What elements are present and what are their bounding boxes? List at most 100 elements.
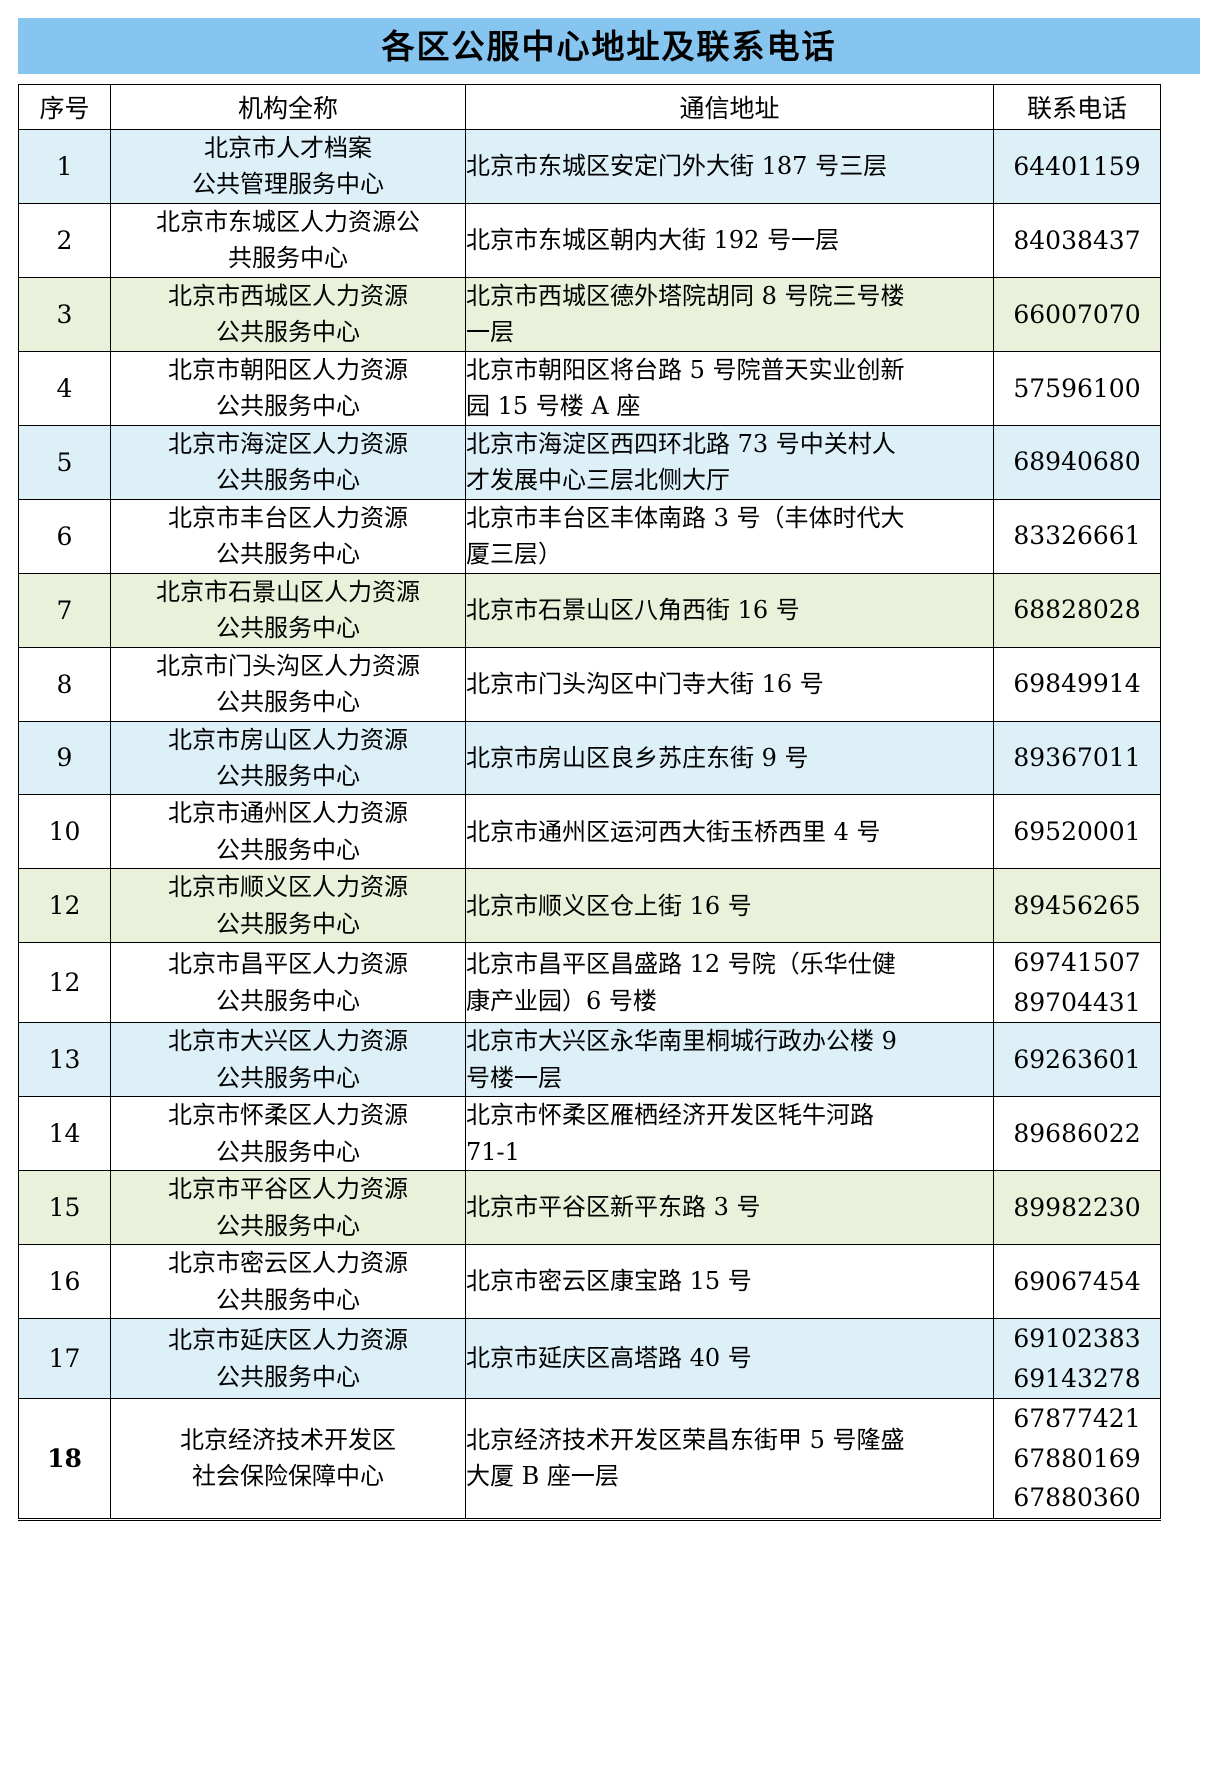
tel-line: 69741507 [1013,948,1141,978]
name-line: 公共服务中心 [216,909,360,938]
tel-line: 67877421 [1013,1404,1141,1434]
cell-sequence-number: 12 [18,868,111,944]
addr-line: 北京市朝阳区将台路 5 号院普天实业创新 [466,355,905,384]
addr-line: 号楼一层 [466,1063,562,1092]
table-header-row: 序号 机构全称 通信地址 联系电话 [18,84,1161,130]
tel-line: 69143278 [1013,1363,1141,1393]
addr-line: 北京市密云区康宝路 15 号 [466,1267,752,1296]
tel-line: 64401159 [1013,151,1141,181]
cell-mailing-address: 北京市大兴区永华南里桐城行政办公楼 9 号楼一层 [465,1022,994,1098]
cell-mailing-address: 北京市门头沟区中门寺大街 16 号 [465,646,994,722]
table-row: 13 北京市大兴区人力资源 公共服务中心 北京市大兴区永华南里桐城行政办公楼 9 号楼一… [18,1022,1161,1098]
cell-contact-phone: 57596100 [993,350,1161,426]
cell-sequence-number: 14 [18,1096,111,1172]
name-line: 公共管理服务中心 [192,170,384,199]
tel-line: 69102383 [1013,1324,1141,1354]
addr-line: 北京经济技术开发区荣昌东街甲 5 号隆盛 [466,1425,905,1454]
table-row: 15 北京市平谷区人力资源 公共服务中心 北京市平谷区新平东路 3 号 89982230 [18,1170,1161,1246]
column-header-name: 机构全称 [110,84,466,130]
cell-sequence-number: 15 [18,1170,111,1246]
cell-institution-name: 北京市怀柔区人力资源 公共服务中心 [110,1096,466,1172]
cell-contact-phone: 84038437 [993,202,1161,278]
name-line: 北京经济技术开发区 [180,1425,396,1454]
table-row: 3 北京市西城区人力资源 公共服务中心 北京市西城区德外塔院胡同 8 号院三号楼 一层 6… [18,276,1161,352]
table-row: 9 北京市房山区人力资源 公共服务中心 北京市房山区良乡苏庄东街 9 号 8936701… [18,720,1161,796]
tel-line: 68828028 [1013,595,1141,625]
cell-institution-name: 北京市西城区人力资源 公共服务中心 [110,276,466,352]
cell-institution-name: 北京市丰台区人力资源 公共服务中心 [110,498,466,574]
cell-mailing-address: 北京市西城区德外塔院胡同 8 号院三号楼 一层 [465,276,994,352]
name-line: 公共服务中心 [216,1063,360,1092]
cell-contact-phone: 89982230 [993,1170,1161,1246]
cell-institution-name: 北京市顺义区人力资源 公共服务中心 [110,868,466,944]
addr-line: 北京市门头沟区中门寺大街 16 号 [466,669,824,698]
tel-line: 89367011 [1013,743,1141,773]
name-line: 公共服务中心 [216,614,360,643]
cell-contact-phone: 69520001 [993,794,1161,870]
cell-sequence-number: 18 [18,1398,111,1521]
cell-institution-name: 北京市石景山区人力资源 公共服务中心 [110,572,466,648]
column-header-phone: 联系电话 [993,84,1161,130]
addr-line: 康产业园）6 号楼 [466,986,657,1015]
addr-line: 北京市西城区德外塔院胡同 8 号院三号楼 [466,281,905,310]
cell-contact-phone: 83326661 [993,498,1161,574]
cell-sequence-number: 12 [18,942,111,1024]
contacts-table-container: 序号 机构全称 通信地址 联系电话 1 北京市人才档案 公共管理服务中心 北京市东城区… [18,84,1161,1521]
cell-mailing-address: 北京市平谷区新平东路 3 号 [465,1170,994,1246]
cell-contact-phone: 69263601 [993,1022,1161,1098]
name-line: 公共服务中心 [216,1285,360,1314]
table-row: 2 北京市东城区人力资源公 共服务中心 北京市东城区朝内大街 192 号一层 84038… [18,202,1161,278]
tel-line: 89686022 [1013,1118,1141,1148]
contacts-table: 序号 机构全称 通信地址 联系电话 1 北京市人才档案 公共管理服务中心 北京市东城区… [18,84,1161,1521]
tel-line: 69067454 [1013,1266,1141,1296]
cell-institution-name: 北京市人才档案 公共管理服务中心 [110,129,466,204]
table-row: 10 北京市通州区人力资源 公共服务中心 北京市通州区运河西大街玉桥西里 4 号 695… [18,794,1161,870]
addr-line: 大厦 B 座一层 [466,1462,619,1491]
addr-line: 北京市大兴区永华南里桐城行政办公楼 9 [466,1027,897,1056]
addr-line: 北京市丰台区丰体南路 3 号（丰体时代大 [466,503,905,532]
name-line: 北京市东城区人力资源公 [156,207,420,236]
addr-line: 北京市平谷区新平东路 3 号 [466,1193,761,1222]
tel-line: 89982230 [1013,1192,1141,1222]
name-line: 北京市丰台区人力资源 [168,503,408,532]
cell-institution-name: 北京市延庆区人力资源 公共服务中心 [110,1318,466,1400]
name-line: 公共服务中心 [216,761,360,790]
cell-institution-name: 北京经济技术开发区 社会保险保障中心 [110,1398,466,1521]
cell-institution-name: 北京市朝阳区人力资源 公共服务中心 [110,350,466,426]
addr-line: 北京市石景山区八角西街 16 号 [466,595,800,624]
tel-line: 67880169 [1013,1443,1141,1473]
cell-sequence-number: 1 [18,129,111,204]
name-line: 北京市昌平区人力资源 [168,950,408,979]
cell-contact-phone: 66007070 [993,276,1161,352]
tel-line: 67880360 [1013,1483,1141,1513]
name-line: 北京市石景山区人力资源 [156,577,420,606]
name-line: 公共服务中心 [216,986,360,1015]
table-row: 1 北京市人才档案 公共管理服务中心 北京市东城区安定门外大街 187 号三层 6440… [18,129,1161,204]
addr-line: 一层 [466,318,514,347]
addr-line: 园 15 号楼 A 座 [466,392,641,421]
cell-mailing-address: 北京市石景山区八角西街 16 号 [465,572,994,648]
table-row: 14 北京市怀柔区人力资源 公共服务中心 北京市怀柔区雁栖经济开发区牦牛河路 71-1 8… [18,1096,1161,1172]
name-line: 北京市密云区人力资源 [168,1249,408,1278]
name-line: 北京市海淀区人力资源 [168,429,408,458]
cell-mailing-address: 北京市昌平区昌盛路 12 号院（乐华仕健 康产业园）6 号楼 [465,942,994,1024]
cell-institution-name: 北京市平谷区人力资源 公共服务中心 [110,1170,466,1246]
cell-contact-phone: 68940680 [993,424,1161,500]
cell-sequence-number: 13 [18,1022,111,1098]
cell-contact-phone: 69067454 [993,1244,1161,1320]
name-line: 北京市人才档案 [204,134,372,162]
table-body: 1 北京市人才档案 公共管理服务中心 北京市东城区安定门外大街 187 号三层 6440… [18,129,1161,1521]
addr-line: 北京市海淀区西四环北路 73 号中关村人 [466,429,896,458]
tel-line: 89456265 [1013,891,1141,921]
table-row: 6 北京市丰台区人力资源 公共服务中心 北京市丰台区丰体南路 3 号（丰体时代大 厦三层… [18,498,1161,574]
cell-sequence-number: 8 [18,646,111,722]
name-line: 公共服务中心 [216,688,360,717]
cell-sequence-number: 16 [18,1244,111,1320]
cell-sequence-number: 10 [18,794,111,870]
cell-mailing-address: 北京市海淀区西四环北路 73 号中关村人 才发展中心三层北侧大厅 [465,424,994,500]
tel-line: 69263601 [1013,1045,1141,1075]
table-row: 8 北京市门头沟区人力资源 公共服务中心 北京市门头沟区中门寺大街 16 号 69849… [18,646,1161,722]
cell-contact-phone: 69741507 89704431 [993,942,1161,1024]
name-line: 北京市门头沟区人力资源 [156,651,420,680]
